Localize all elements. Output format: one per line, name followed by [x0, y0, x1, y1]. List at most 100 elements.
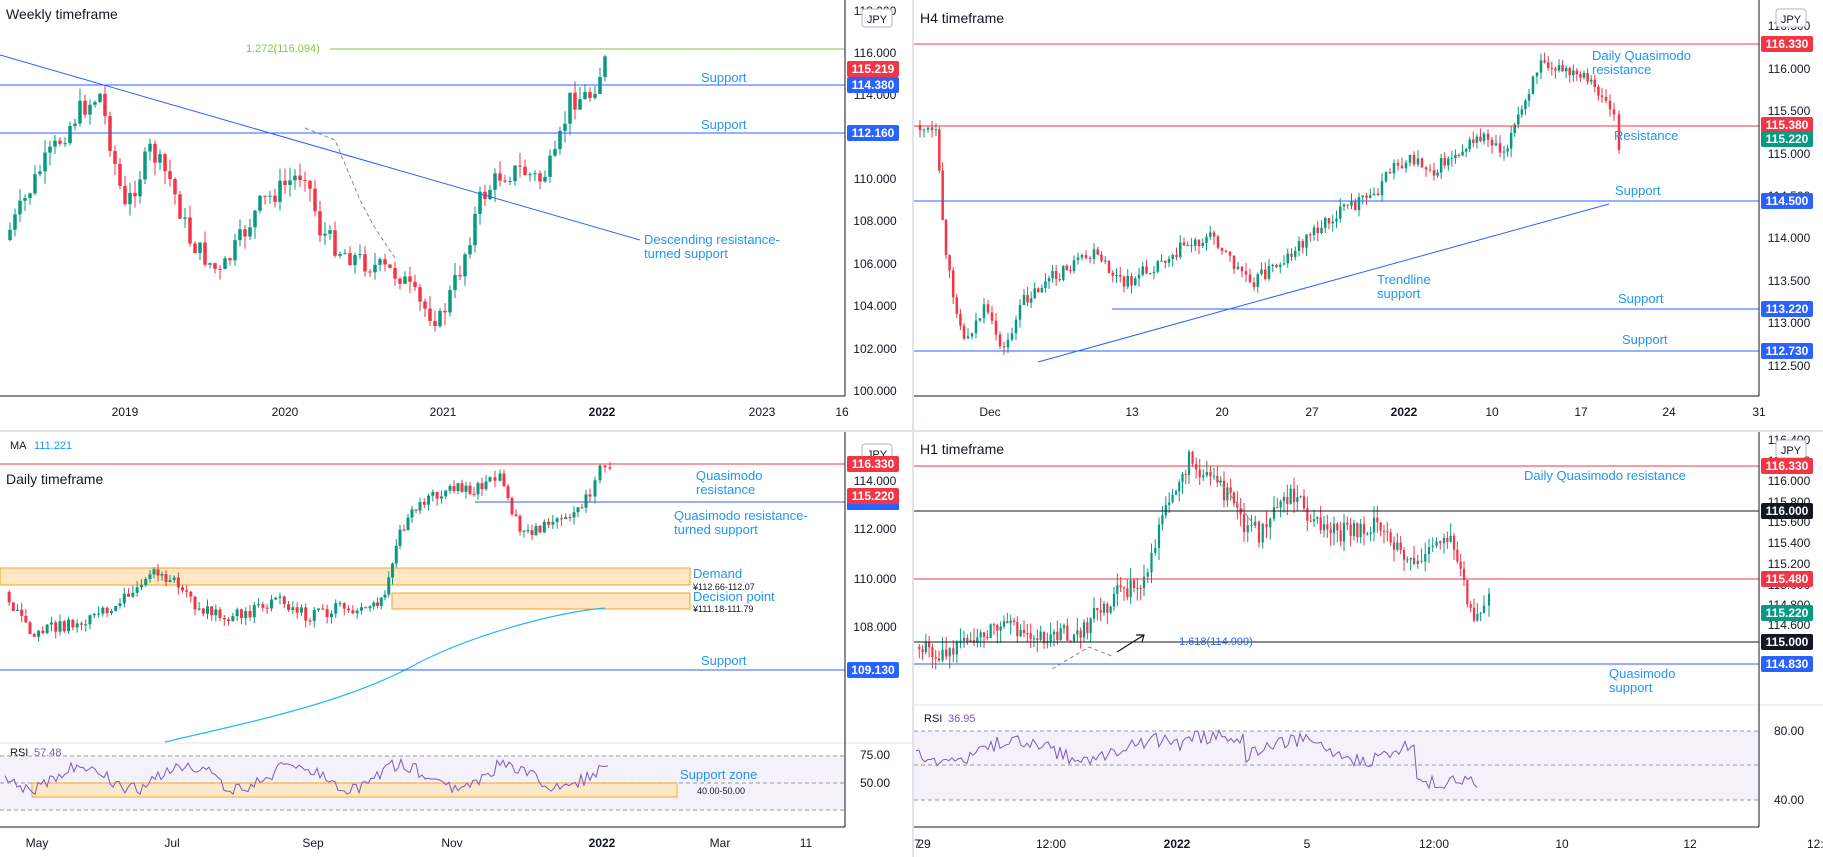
- daily-rsi-line: [4, 757, 609, 796]
- candle-body: [1462, 568, 1466, 581]
- candle-body: [588, 92, 592, 98]
- candle-body: [1134, 278, 1137, 286]
- candle-body: [1076, 630, 1079, 635]
- h1-price-tag-6-text: 114.830: [1766, 657, 1809, 671]
- candle-body: [58, 621, 62, 632]
- candle-body: [974, 320, 978, 334]
- candle-body: [1282, 497, 1286, 502]
- h1-chart-panel[interactable]: H1 timeframe Daily Quasimodo resistance …: [914, 432, 1823, 857]
- candle-body: [1593, 79, 1597, 87]
- y-tick-label: 113.500: [1768, 274, 1811, 288]
- daily-chart-svg[interactable]: MA 111.221 Daily timeframe Quasimodo res…: [0, 432, 912, 857]
- candle-body: [1546, 62, 1550, 68]
- candle-body: [1137, 274, 1141, 279]
- candle-body: [1443, 157, 1446, 166]
- candle-body: [1289, 488, 1292, 505]
- candle-body: [568, 517, 572, 519]
- y-tick-label: 113.000: [1768, 316, 1811, 330]
- x-tick-label: 2022: [589, 405, 616, 419]
- candle-body: [493, 173, 497, 190]
- candle-body: [239, 609, 243, 619]
- h4-price-tag-2: [1761, 117, 1813, 133]
- candle-body: [410, 509, 414, 518]
- candle-body: [1032, 638, 1036, 640]
- candle-body: [408, 276, 412, 282]
- daily-price-tag-3-text: 109.130: [851, 663, 895, 677]
- h4-trendline-label-2: support: [1377, 286, 1421, 301]
- candle-body: [1201, 243, 1204, 246]
- candle-body: [559, 518, 563, 520]
- h4-currency-box[interactable]: [1775, 8, 1807, 28]
- weekly-currency-box[interactable]: [861, 8, 893, 28]
- candle-body: [955, 642, 958, 655]
- h4-chart-svg[interactable]: H4 timeframe Daily Quasimodo resistance …: [914, 0, 1823, 430]
- candle-body: [188, 217, 192, 244]
- candle-body: [931, 647, 934, 657]
- daily-chart-panel[interactable]: MA 111.221 Daily timeframe Quasimodo res…: [0, 432, 912, 857]
- candle-body: [342, 603, 346, 609]
- candle-body: [1275, 264, 1278, 268]
- candle-body: [268, 195, 272, 197]
- candle-body: [982, 632, 986, 637]
- candle-body: [376, 602, 379, 606]
- candle-body: [33, 174, 37, 194]
- candle-body: [941, 170, 944, 220]
- candle-body: [510, 498, 514, 515]
- candle-body: [197, 608, 201, 610]
- candle-body: [1309, 234, 1312, 236]
- candle-body: [1322, 524, 1326, 531]
- candle-body: [1336, 523, 1339, 531]
- candle-body: [1122, 587, 1126, 589]
- candle-body: [97, 613, 101, 615]
- candle-body: [1494, 143, 1498, 146]
- candle-body: [1276, 507, 1279, 509]
- x-tick-label: Sep: [302, 836, 324, 850]
- h1-chart-svg[interactable]: H1 timeframe Daily Quasimodo resistance …: [914, 432, 1823, 857]
- candle-body: [523, 166, 527, 176]
- candle-body: [452, 486, 456, 492]
- candle-body: [67, 619, 71, 632]
- candle-body: [1236, 503, 1239, 508]
- candle-body: [1272, 507, 1276, 519]
- y-tick-label: 102.000: [853, 342, 897, 356]
- candle-body: [1062, 265, 1065, 280]
- candle-body: [329, 613, 333, 618]
- h1-candles: [918, 449, 1491, 670]
- candle-body: [1029, 298, 1033, 303]
- candle-body: [1129, 580, 1132, 598]
- candle-body: [478, 191, 482, 214]
- candle-body: [992, 624, 996, 626]
- candle-body: [1184, 473, 1187, 475]
- candle-body: [966, 638, 969, 642]
- candle-body: [304, 607, 308, 621]
- candle-body: [1096, 607, 1099, 611]
- candle-body: [1380, 181, 1384, 196]
- candle-body: [468, 245, 472, 255]
- candle-body: [1286, 253, 1289, 264]
- candle-body: [1539, 60, 1543, 73]
- candle-body: [1404, 162, 1408, 169]
- candle-body: [325, 609, 329, 618]
- candle-body: [553, 149, 557, 156]
- candle-body: [178, 194, 182, 219]
- candle-body: [1302, 496, 1306, 509]
- weekly-chart-panel[interactable]: Weekly timeframe 1.272(116.094) Support …: [0, 0, 912, 430]
- daily-demand-zone: [0, 567, 691, 586]
- h4-price-tag-5-text: 113.220: [1766, 302, 1809, 316]
- x-tick-label: Mar: [710, 836, 731, 850]
- candle-body: [359, 607, 363, 611]
- candle-body: [1119, 585, 1122, 588]
- candle-body: [1450, 158, 1454, 160]
- h4-price-tag-4-text: 114.500: [1766, 194, 1809, 208]
- candle-body: [1396, 162, 1400, 166]
- candle-body: [468, 485, 472, 494]
- candle-body: [308, 180, 312, 189]
- h4-chart-panel[interactable]: H4 timeframe Daily Quasimodo resistance …: [914, 0, 1823, 430]
- candle-body: [210, 606, 214, 616]
- candle-body: [572, 512, 576, 518]
- candle-body: [453, 275, 457, 291]
- h1-price-tag-1-text: 116.330: [1766, 459, 1809, 473]
- weekly-chart-svg[interactable]: Weekly timeframe 1.272(116.094) Support …: [0, 0, 912, 430]
- candle-body: [152, 569, 156, 575]
- candle-body: [1464, 149, 1468, 152]
